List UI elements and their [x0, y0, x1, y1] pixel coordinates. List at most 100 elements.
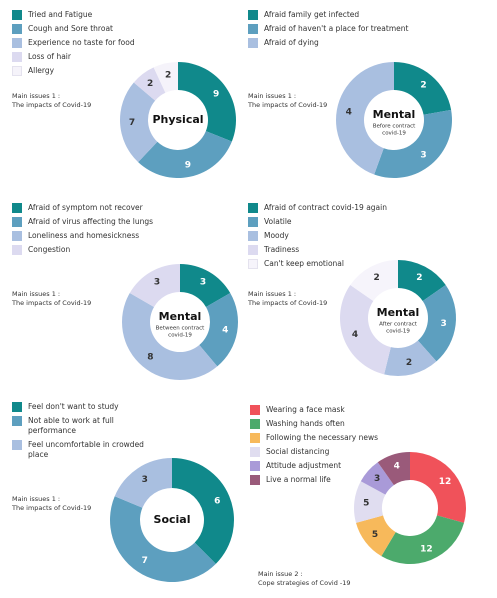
slice [410, 452, 466, 523]
legend-label: Social distancing [266, 447, 330, 456]
legend-label: Loneliness and homesickness [28, 231, 140, 240]
value-label: 3 [142, 475, 148, 485]
legend: Afraid family get infected Afraid of have… [248, 10, 438, 52]
legend-item: Afraid of virus affecting the lungs [12, 217, 202, 227]
value-label: 4 [222, 325, 228, 335]
legend-swatch [248, 10, 258, 20]
legend-swatch [12, 231, 22, 241]
note-line: Main issue 2 : [258, 570, 303, 578]
legend-item: Live a normal life [250, 475, 440, 485]
center-sublabel: covid-19 [168, 333, 192, 339]
note: Main issues 1 : The impacts of Covid-19 [12, 92, 91, 110]
note-line: The impacts of Covid-19 [12, 299, 92, 307]
legend-item: Can't keep emotional [248, 259, 438, 269]
slice [394, 62, 452, 115]
slice [114, 458, 172, 508]
slice [133, 67, 166, 101]
slice [109, 496, 216, 583]
legend: Afraid of symptom not recover Afraid of v… [12, 203, 202, 259]
center-sublabel: covid-19 [386, 329, 410, 335]
value-label: 12 [420, 544, 433, 554]
center-label: Social [154, 513, 191, 526]
note: Main issue 2 : Cope strategies of Covid -… [258, 570, 351, 588]
note-line: Main issues 1 : [12, 495, 61, 503]
legend-label: Not able to work at full performance [28, 416, 114, 435]
slice [340, 285, 391, 375]
legend-swatch [12, 402, 22, 412]
slice [199, 293, 239, 367]
center-label: Mental [377, 306, 420, 319]
slice [354, 481, 386, 523]
slice [336, 62, 394, 175]
note-line: Main issues 1 : [12, 290, 61, 298]
note-line: The impacts of Covid-19 [248, 299, 328, 307]
legend-swatch [12, 66, 22, 76]
center-sublabel: Before contract [373, 124, 416, 130]
legend-label: Can't keep emotional [264, 259, 344, 268]
legend-swatch [250, 433, 260, 443]
legend-label: Congestion [28, 245, 71, 254]
legend-item: Afraid family get infected [248, 10, 438, 20]
legend-label: Feel uncomfortable in crowded place [28, 440, 144, 459]
legend-item: Cough and Sore throat [12, 24, 162, 34]
legend-item: Allergy [12, 66, 162, 76]
center-sublabel: After contract [379, 322, 418, 328]
legend-swatch [12, 24, 22, 34]
legend-swatch [248, 245, 258, 255]
donut: 6 7 3 Social [109, 458, 235, 583]
center-label: Mental [159, 310, 202, 323]
legend-swatch [248, 217, 258, 227]
note-line: The impacts of Covid-19 [12, 504, 92, 512]
slice [356, 515, 396, 557]
slice [121, 293, 218, 381]
legend-label: Cough and Sore throat [28, 24, 113, 33]
legend: Afraid of contract covid-19 again Volatil… [248, 203, 438, 273]
note-line: Main issues 1 : [248, 290, 297, 298]
legend-item: Not able to work at full performance [12, 416, 152, 436]
value-label: 7 [142, 556, 148, 566]
legend-swatch [12, 52, 22, 62]
slice [384, 340, 437, 376]
slice [138, 131, 232, 179]
legend-item: Attitude adjustment [250, 461, 440, 471]
value-label: 4 [346, 108, 352, 118]
legend-label: Volatile [264, 217, 292, 226]
legend-swatch [12, 217, 22, 227]
value-label: 9 [213, 90, 219, 100]
value-label: 3 [420, 151, 426, 161]
legend-item: Volatile [248, 217, 438, 227]
slice [381, 515, 464, 565]
legend-item: Feel uncomfortable in crowded place [12, 440, 152, 460]
slice [398, 260, 446, 301]
slice [178, 62, 236, 142]
legend-item: Afraid of symptom not recover [12, 203, 202, 213]
legend-swatch [250, 447, 260, 457]
legend-label: Afraid of haven't a place for treatment [264, 24, 409, 33]
legend-swatch [12, 38, 22, 48]
legend-label: Wearing a face mask [266, 405, 345, 414]
slice [360, 462, 394, 495]
value-label: 8 [147, 353, 153, 363]
legend-swatch [12, 10, 22, 20]
center-sublabel: covid-19 [382, 131, 406, 137]
legend-swatch [12, 416, 22, 426]
center-sublabel: Between contract [156, 326, 206, 332]
legend-item: Tradiness [248, 245, 438, 255]
note-line: Main issues 1 : [248, 92, 297, 100]
center-label: Physical [152, 113, 203, 126]
value-label: 2 [416, 273, 422, 283]
value-label: 7 [129, 118, 135, 128]
value-label: 3 [374, 474, 380, 484]
slice [172, 458, 235, 564]
legend-label: Following the necessary news [266, 433, 379, 442]
legend-label: Afraid of virus affecting the lungs [28, 217, 154, 226]
legend-swatch [250, 405, 260, 415]
value-label: 2 [373, 273, 379, 283]
value-label: 6 [214, 497, 220, 507]
legend-swatch [12, 440, 22, 450]
legend-swatch [248, 231, 258, 241]
